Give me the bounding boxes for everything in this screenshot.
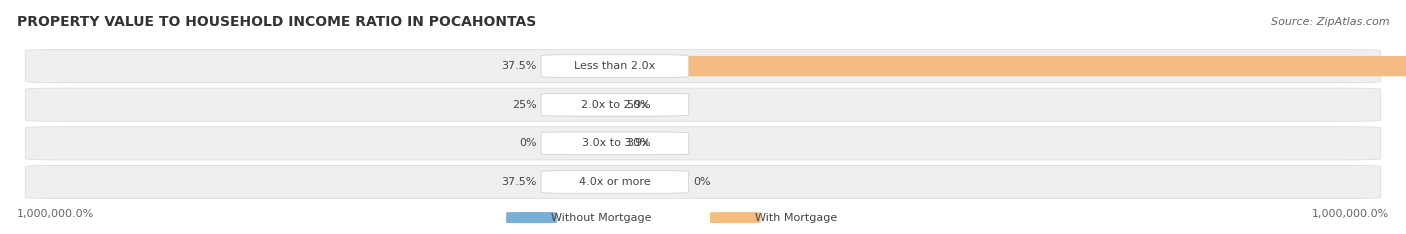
FancyBboxPatch shape [610,56,1406,76]
FancyBboxPatch shape [541,55,689,77]
Text: 3.0x to 3.9x: 3.0x to 3.9x [582,138,648,148]
FancyBboxPatch shape [541,132,689,155]
Text: 30%: 30% [626,138,651,148]
FancyBboxPatch shape [25,165,1381,198]
Text: Less than 2.0x: Less than 2.0x [574,61,655,71]
Text: PROPERTY VALUE TO HOUSEHOLD INCOME RATIO IN POCAHONTAS: PROPERTY VALUE TO HOUSEHOLD INCOME RATIO… [17,15,536,29]
FancyBboxPatch shape [591,95,638,115]
Text: 37.5%: 37.5% [502,61,537,71]
Text: With Mortgage: With Mortgage [755,213,837,223]
FancyBboxPatch shape [591,95,638,115]
Text: 1,000,000.0%: 1,000,000.0% [17,209,94,219]
FancyBboxPatch shape [25,88,1381,121]
Text: 50%: 50% [626,100,651,110]
Text: 25%: 25% [512,100,537,110]
FancyBboxPatch shape [591,172,638,192]
FancyBboxPatch shape [25,50,1381,83]
Text: 4.0x or more: 4.0x or more [579,177,651,187]
FancyBboxPatch shape [25,127,1381,160]
FancyBboxPatch shape [541,171,689,193]
FancyBboxPatch shape [591,56,638,76]
FancyBboxPatch shape [541,93,689,116]
FancyBboxPatch shape [591,133,638,154]
Text: 2.0x to 2.9x: 2.0x to 2.9x [582,100,648,110]
FancyBboxPatch shape [506,212,557,223]
Text: Without Mortgage: Without Mortgage [551,213,651,223]
Text: 0%: 0% [519,138,537,148]
Text: 0%: 0% [693,177,710,187]
Text: 37.5%: 37.5% [502,177,537,187]
Text: 1,000,000.0%: 1,000,000.0% [1312,209,1389,219]
FancyBboxPatch shape [710,212,761,223]
Text: Source: ZipAtlas.com: Source: ZipAtlas.com [1271,18,1389,27]
